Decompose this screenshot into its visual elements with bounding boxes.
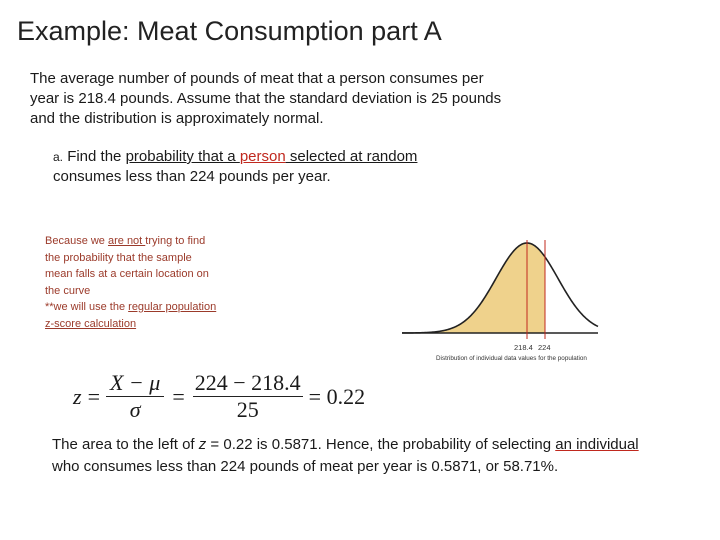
part-a-person: person <box>239 148 286 165</box>
part-a-text-2: consumes less than 224 pounds per year. <box>53 168 331 185</box>
curve-caption: Distribution of individual data values f… <box>436 355 587 362</box>
bell-curve <box>402 242 599 334</box>
formula-eq-2: = <box>172 383 185 409</box>
formula-result: = 0.22 <box>308 383 366 409</box>
formula-denominator-2: 25 <box>236 397 259 422</box>
conclusion-text-2: = 0.22 is 0.5871. Hence, the probability… <box>206 436 556 453</box>
conclusion-an-individual: an individual <box>555 436 639 453</box>
normal-curve-figure: 218.4 224 Distribution of individual dat… <box>402 240 599 362</box>
part-a-question: a. Find the probability that a person se… <box>53 147 493 186</box>
part-a-underlined-2: selected at random <box>285 148 418 165</box>
formula-fraction-1: X − μ σ <box>105 370 165 423</box>
part-a-text-1: Find the <box>67 148 126 165</box>
part-a-underlined-1: probability that a <box>125 148 240 165</box>
side-note: Because we are not trying to find the pr… <box>45 233 220 332</box>
part-a-marker: a. <box>53 150 64 164</box>
formula-denominator: σ <box>129 397 141 422</box>
tick-label-value: 224 <box>538 343 551 352</box>
z-formula: z = X − μ σ = 224 − 218.4 25 = 0.22 <box>73 370 365 423</box>
note-text-1: Because we <box>45 235 108 247</box>
conclusion-text-1: The area to the left of <box>52 436 199 453</box>
conclusion-z: z <box>198 436 207 453</box>
formula-eq: = <box>87 383 100 409</box>
formula-numerator: X − μ <box>105 370 165 397</box>
shaded-area <box>402 243 545 333</box>
problem-statement: The average number of pounds of meat tha… <box>30 70 502 127</box>
note-text-2: trying to find the probability that the … <box>45 235 209 297</box>
note-regular-calculation: regular population z-score calculation <box>45 301 217 330</box>
formula-fraction-2: 224 − 218.4 25 <box>192 370 303 423</box>
formula-numerator-2: 224 − 218.4 <box>192 370 303 397</box>
conclusion-text-3: who consumes less than 224 pounds of mea… <box>52 457 559 475</box>
formula-z: z <box>73 383 82 409</box>
tick-label-mean: 218.4 <box>514 343 533 352</box>
note-text-3: **we will use the <box>45 301 129 313</box>
note-are-not: are not <box>107 235 146 247</box>
conclusion-text: The area to the left of z = 0.22 is 0.58… <box>52 434 652 477</box>
slide-title: Example: Meat Consumption part A <box>17 16 442 46</box>
